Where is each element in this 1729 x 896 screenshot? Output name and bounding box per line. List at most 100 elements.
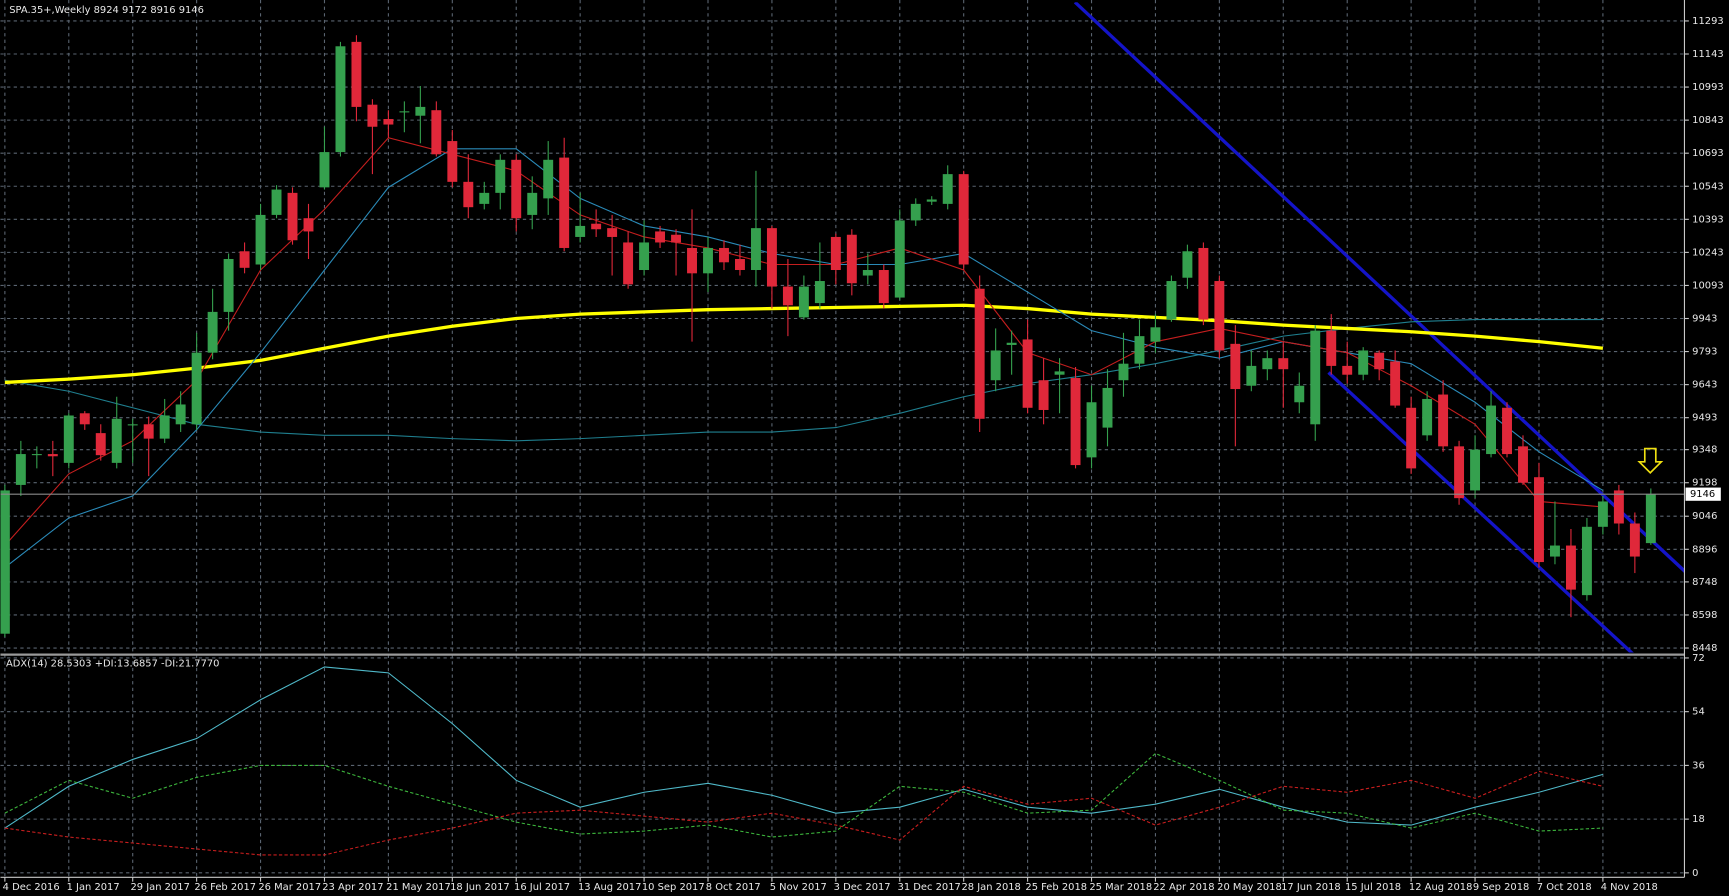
y-tick-label: 9493 [1692,413,1717,424]
candle-body [159,415,170,439]
x-tick-label: 7 Oct 2018 [1537,882,1592,893]
candle-body [958,174,969,265]
candle-body [1534,477,1544,563]
moving-average [4,137,1603,546]
candle-body [1613,490,1624,524]
candle-body [1198,247,1209,320]
candle-body [1118,363,1129,381]
indicator-line [4,770,1604,856]
candle-body [1454,446,1465,499]
candle-body [990,350,1001,381]
trend-line [1073,2,1685,574]
candle-body [463,181,474,208]
candle-body [750,228,761,271]
y-tick-label: 9046 [1692,511,1717,522]
candle-body [335,46,346,153]
x-tick-label: 9 Sep 2018 [1473,882,1529,893]
candle-body [1326,330,1337,366]
candle-body [431,110,442,155]
candle-body [383,119,394,125]
candle-body [1342,365,1353,375]
candle-body [926,199,937,202]
candle-body [1565,545,1576,590]
candle-body [1358,350,1369,375]
candle-body [1006,342,1017,345]
candle-body [1134,336,1145,364]
candle-body [1214,281,1225,351]
x-tick-label: 8 Oct 2017 [706,882,761,893]
candle-body [814,281,825,304]
candle-body [1182,251,1193,278]
last-price-box [1685,487,1721,501]
y-tick-label: 9643 [1692,380,1717,391]
candle-body [846,234,857,284]
x-tick-label: 26 Mar 2017 [258,882,321,893]
candle-body [143,424,154,439]
candle-body [447,141,458,182]
trend-line [1327,371,1634,653]
y-tick-label: 9943 [1692,314,1717,325]
candle-body [175,404,186,425]
candle-body [1086,402,1097,458]
x-tick-label: 1 Jan 2017 [67,882,120,893]
candle-body [878,270,889,304]
candle-body [1581,526,1592,596]
x-tick-label: 28 Jan 2018 [961,882,1020,893]
candle-body [782,286,793,306]
moving-average [4,319,1603,442]
candle-body [655,231,666,243]
x-tick-label: 5 Nov 2017 [770,882,827,893]
x-tick-label: 10 Sep 2017 [642,882,705,893]
candle-body [303,218,314,232]
y-tick-label: 10093 [1692,280,1724,291]
x-tick-label: 17 Jun 2018 [1281,882,1341,893]
candle-body [495,159,506,193]
candle-body [1470,449,1481,491]
candle-body [719,247,729,263]
y-tick-label: 10993 [1692,82,1724,93]
y-tick-label: 72 [1692,653,1705,664]
candle-body [575,225,586,237]
candle-body [766,228,777,287]
candle-body [1022,339,1033,408]
candle-body [1374,352,1385,370]
y-tick-label: 54 [1692,707,1705,718]
y-tick-label: 10693 [1692,148,1724,159]
y-tick-label: 8896 [1692,544,1717,555]
y-tick-label: 11293 [1692,16,1724,27]
candle-body [95,433,106,456]
y-tick-label: 9198 [1692,478,1717,489]
candle-body [1486,405,1496,455]
candle-body [1629,523,1640,557]
x-tick-label: 25 Feb 2018 [1025,882,1087,893]
candle-body [15,454,26,485]
candle-body [1550,545,1560,557]
x-tick-label: 15 Jul 2018 [1345,882,1401,893]
y-tick-label: 10393 [1692,214,1724,225]
candle-body [351,41,362,107]
candle-body [1038,380,1049,410]
y-tick-label: 0 [1692,868,1698,879]
candle-body [271,189,282,215]
y-tick-label: 10543 [1692,181,1724,192]
candle-body [703,247,713,274]
candle-body [623,242,634,285]
candle-body [798,286,809,318]
x-tick-label: 4 Dec 2016 [3,882,60,893]
candle-body [127,424,138,426]
x-tick-label: 18 Jun 2017 [450,882,510,893]
candle-body [527,192,538,215]
chart-title: SPA.35+,Weekly 8924 9172 8916 9146 [9,5,204,16]
signal-arrow [1637,447,1664,474]
candle-body [862,270,873,276]
last-price-label: 9146 [1690,489,1715,500]
candle-body [1645,494,1656,544]
x-tick-label: 25 Mar 2018 [1089,882,1152,893]
x-tick-label: 3 Dec 2017 [834,882,891,893]
x-tick-label: 29 Jan 2017 [131,882,190,893]
candle-body [1518,446,1528,483]
candle-body [239,251,250,268]
y-tick-label: 8748 [1692,577,1717,588]
candle-body [1422,398,1433,436]
